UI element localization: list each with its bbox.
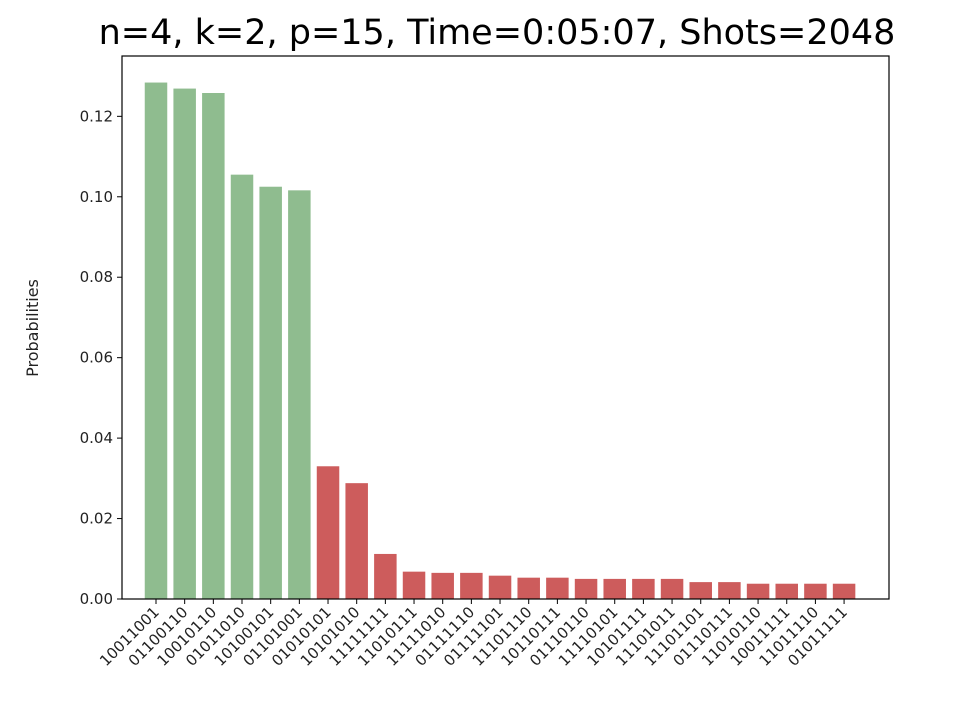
bar-10011001 (144, 82, 168, 600)
y-tick-label: 0.10 (80, 188, 113, 206)
bar-11010110 (746, 583, 770, 599)
bar-01011010 (230, 174, 254, 599)
bar-11010111 (402, 571, 426, 599)
bar-01110111 (718, 582, 741, 599)
bar-01100110 (173, 88, 196, 599)
bar-10010110 (202, 93, 225, 599)
y-axis-label: Probabilities (23, 279, 42, 377)
bar-11111111 (374, 553, 397, 599)
x-axis-ticks: 1001100101100110100101100101101010100101… (96, 599, 851, 670)
y-tick-label: 0.00 (80, 590, 113, 608)
bar-11111010 (431, 572, 454, 599)
bar-11110101 (603, 578, 626, 599)
bar-10101010 (345, 483, 368, 599)
bar-01101001 (288, 190, 311, 599)
y-axis-ticks: 0.00 0.02 0.04 0.06 0.08 0.10 0.12 (80, 107, 122, 608)
bar-10100101 (259, 186, 282, 599)
bar-10101111 (632, 578, 655, 599)
y-tick-label: 0.02 (80, 510, 113, 528)
bar-01110110 (574, 578, 598, 599)
bar-11011110 (804, 583, 827, 599)
bar-01111110 (460, 572, 483, 599)
bar-11101110 (517, 577, 540, 599)
y-tick-label: 0.04 (80, 429, 113, 447)
bar-01010101 (316, 466, 340, 599)
y-tick-label: 0.12 (80, 107, 113, 125)
y-tick-label: 0.06 (80, 349, 113, 367)
chart-title: n=4, k=2, p=15, Time=0:05:07, Shots=2048 (99, 13, 896, 53)
bars-group (144, 82, 856, 600)
bar-01111101 (488, 575, 512, 599)
bar-01011111 (832, 583, 856, 599)
plot-frame (121, 55, 890, 600)
bar-10011111 (775, 583, 798, 599)
bar-10110111 (546, 577, 569, 599)
bar-11101101 (689, 582, 712, 599)
bar-11101011 (660, 578, 684, 599)
y-tick-label: 0.08 (80, 268, 113, 286)
